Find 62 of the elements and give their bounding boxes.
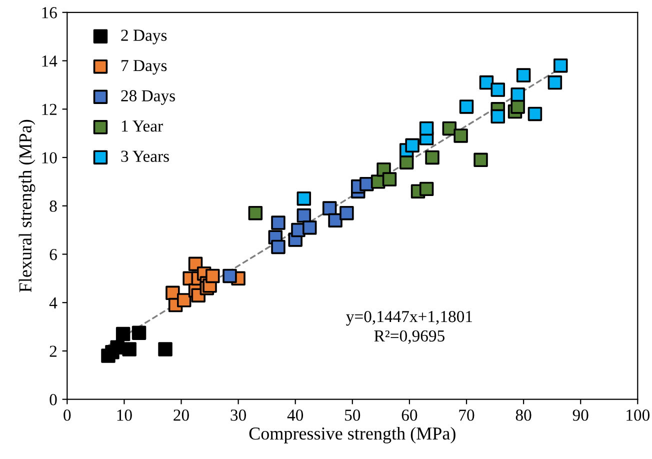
y-tick-label: 16 — [42, 7, 57, 18]
y-tick-label: 8 — [50, 200, 57, 212]
x-axis-title: Compressive strength (MPa) — [249, 426, 456, 444]
point — [122, 342, 136, 356]
point — [425, 150, 440, 165]
point — [271, 240, 286, 254]
legend-label: 7 Days — [122, 60, 167, 75]
point — [510, 100, 525, 114]
point — [271, 216, 286, 230]
x-tick-label: 70 — [459, 410, 474, 421]
point — [474, 152, 488, 168]
point — [548, 75, 562, 90]
annotation: y=0,1447x+1,1801 — [346, 310, 472, 326]
point — [176, 293, 192, 308]
point — [490, 109, 505, 124]
y-axis-title: Flexural strength (MPa) — [18, 120, 36, 292]
x-tick-label: 40 — [287, 410, 304, 421]
x-tick-label: 30 — [230, 410, 246, 421]
point — [328, 213, 342, 228]
point — [222, 268, 237, 284]
point — [248, 206, 263, 220]
legend-label: 28 Days — [121, 90, 175, 105]
x-tick-label: 0 — [64, 410, 71, 421]
point — [510, 88, 525, 102]
y-tick-label: 6 — [50, 248, 57, 260]
point — [554, 58, 568, 73]
point — [132, 326, 146, 340]
point — [419, 121, 434, 136]
x-tick-label: 90 — [572, 410, 588, 421]
point — [479, 75, 494, 90]
point — [382, 172, 397, 186]
point — [419, 182, 434, 196]
point — [528, 106, 542, 122]
point — [302, 220, 317, 235]
y-tick-label: 12 — [42, 104, 57, 115]
point — [454, 128, 468, 143]
x-tick-label: 60 — [402, 410, 418, 421]
x-tick-label: 20 — [174, 410, 189, 421]
x-tick-label: 10 — [117, 410, 132, 421]
y-tick-label: 14 — [42, 56, 58, 67]
legend-label: 1 Year — [122, 120, 163, 132]
annotation: R²=0,9695 — [374, 330, 444, 344]
x-tick-label: 80 — [516, 410, 532, 421]
y-tick-label: 10 — [42, 152, 57, 164]
y-tick-label: 4 — [49, 297, 58, 308]
point — [116, 326, 130, 342]
x-tick-label: 100 — [626, 410, 650, 421]
legend-label: 2 Days — [121, 30, 167, 44]
point — [340, 206, 354, 220]
y-tick-label: 2 — [50, 346, 57, 357]
point — [206, 268, 220, 284]
y-tick-label: 0 — [50, 394, 57, 406]
x-tick-label: 50 — [345, 410, 360, 421]
point — [322, 201, 337, 216]
point — [296, 191, 312, 206]
point — [459, 100, 474, 114]
point — [516, 68, 531, 82]
legend-label: 3 Years — [121, 150, 169, 162]
point — [405, 138, 420, 153]
point — [158, 342, 172, 356]
point — [296, 208, 312, 223]
point — [490, 82, 505, 97]
